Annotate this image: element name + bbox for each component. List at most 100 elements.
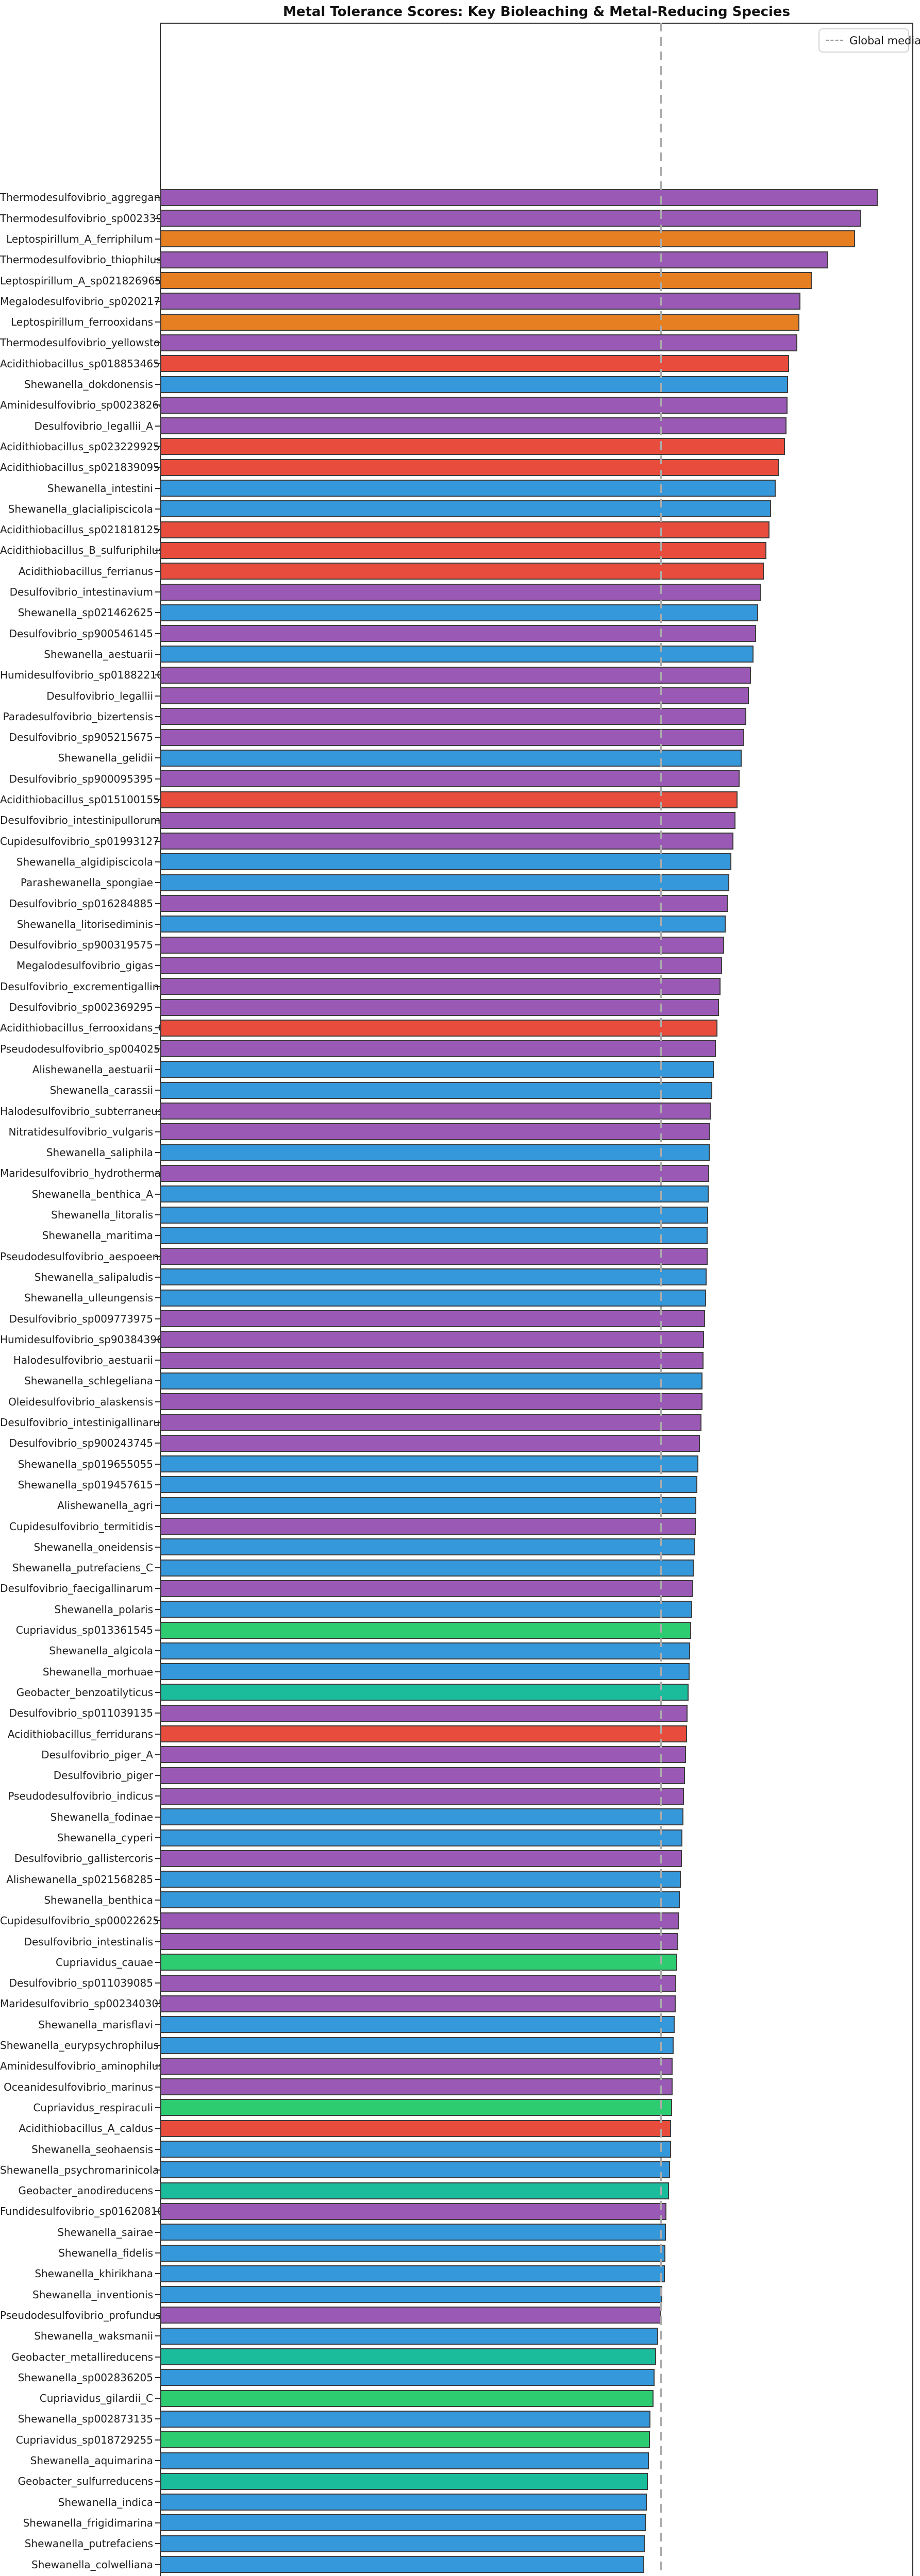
y-tick	[155, 217, 160, 219]
y-tick	[155, 986, 160, 987]
y-tick	[155, 363, 160, 364]
legend: Global median	[818, 28, 920, 53]
bar-label: Desulfovibrio_sp900095395	[9, 772, 153, 785]
y-tick	[155, 550, 160, 551]
bar	[160, 1351, 704, 1369]
bar	[160, 646, 754, 663]
bar-label: Cupriavidus_respiraculi	[33, 2101, 153, 2114]
bar	[160, 1642, 691, 1659]
y-tick	[155, 757, 160, 759]
y-tick	[155, 321, 160, 323]
y-tick	[155, 2294, 160, 2295]
bar-label: Fundidesulfovibrio_sp016208105	[0, 2205, 171, 2218]
y-tick	[155, 487, 160, 489]
bar	[160, 1227, 708, 1244]
bar	[160, 1808, 683, 1826]
y-tick	[155, 1027, 160, 1029]
bar-label: Shewanella_ulleungensis	[24, 1292, 153, 1304]
bar	[160, 2244, 665, 2262]
bar	[160, 189, 878, 206]
y-tick	[155, 2273, 160, 2275]
bar	[160, 666, 751, 684]
bar-label: Desulfovibrio_sp905215675	[9, 731, 153, 744]
bar-label: Megalodesulfovibrio_sp020217165	[0, 295, 180, 308]
bar	[160, 1455, 698, 1473]
bar-label: Cupriavidus_cauae	[55, 1956, 153, 1969]
y-tick	[155, 1505, 160, 1506]
bar	[160, 1601, 692, 1618]
y-tick	[155, 1069, 160, 1070]
bar	[160, 978, 721, 995]
bar-label: Shewanella_sp019457615	[18, 1478, 153, 1491]
bar	[160, 1185, 709, 1203]
y-tick	[155, 2107, 160, 2108]
bar	[160, 293, 800, 310]
bar	[160, 1372, 703, 1389]
y-tick	[155, 2024, 160, 2025]
bar	[160, 770, 740, 788]
bar	[160, 2494, 647, 2511]
bar-label: Shewanella_eurypsychrophilus	[0, 2039, 159, 2052]
bar-label: Shewanella_marisflavi	[38, 2018, 153, 2031]
y-tick	[155, 737, 160, 738]
bar-label: Desulfovibrio_legallii_A	[34, 419, 153, 432]
y-tick	[155, 965, 160, 967]
y-tick	[155, 1671, 160, 1672]
bar-label: Maridesulfovibrio_hydrothermalis	[0, 1167, 172, 1180]
bar	[160, 2514, 646, 2532]
y-tick	[155, 1837, 160, 1838]
bar-label: Acidithiobacillus_sp021839095	[0, 461, 160, 474]
bar	[160, 1164, 710, 1182]
y-tick	[155, 1338, 160, 1340]
bar	[160, 1974, 677, 1992]
y-tick	[155, 1567, 160, 1569]
y-tick	[155, 2460, 160, 2461]
bar-label: Desulfovibrio_intestinalis	[24, 1935, 153, 1948]
y-tick	[155, 1899, 160, 1901]
bar	[160, 1538, 695, 1556]
bar-label: Desulfovibrio_legallii	[46, 689, 153, 702]
bar	[160, 833, 733, 850]
bar-label: Shewanella_waksmanii	[34, 2330, 153, 2343]
bar	[160, 251, 828, 268]
bar-label: Cupriavidus_sp018729255	[15, 2433, 153, 2446]
bar	[160, 2431, 650, 2449]
bar-label: Cupidesulfovibrio_sp019931275	[0, 835, 166, 848]
bar	[160, 2369, 655, 2386]
y-tick	[155, 1318, 160, 1319]
bar-label: Shewanella_indica	[58, 2496, 153, 2509]
y-tick	[155, 1422, 160, 1423]
bar	[160, 2535, 645, 2552]
y-tick	[155, 2356, 160, 2358]
y-tick	[155, 1588, 160, 1589]
bar	[160, 2452, 649, 2469]
bar-label: Alishewanella_sp021568285	[6, 1873, 153, 1886]
bar-label: Shewanella_gelidii	[58, 752, 153, 765]
y-tick	[155, 1982, 160, 1984]
bar	[160, 2472, 648, 2490]
y-tick	[155, 674, 160, 676]
bar-label: Aminidesulfovibrio_sp002382645	[0, 399, 172, 412]
bar-label: Shewanella_oneidensis	[34, 1540, 153, 1553]
bar	[160, 728, 744, 746]
bar	[160, 1559, 694, 1577]
bar	[160, 1767, 685, 1784]
bar-label: Shewanella_maritima	[42, 1229, 153, 1242]
bar	[160, 1621, 691, 1639]
bar-label: Shewanella_fodinae	[50, 1810, 153, 1823]
legend-label: Global median	[849, 34, 920, 47]
bar-label: Cupriavidus_gilardii_C	[39, 2392, 153, 2405]
bar-label: Desulfovibrio_sp900546145	[9, 627, 153, 640]
bar	[160, 2037, 674, 2054]
bar-label: Cupriavidus_sp013361545	[15, 1624, 153, 1636]
y-tick	[155, 2128, 160, 2129]
bar-label: Shewanella_putrefaciens	[24, 2537, 153, 2550]
bar-label: Shewanella_benthica	[44, 1893, 153, 1906]
bar	[160, 916, 726, 933]
bar	[160, 313, 799, 331]
bar-label: Alishewanella_agri	[57, 1499, 153, 1512]
bar	[160, 2327, 659, 2345]
y-tick	[155, 778, 160, 779]
y-tick	[155, 1443, 160, 1444]
bar-label: Leptospirillum_A_sp021826965	[0, 274, 161, 287]
